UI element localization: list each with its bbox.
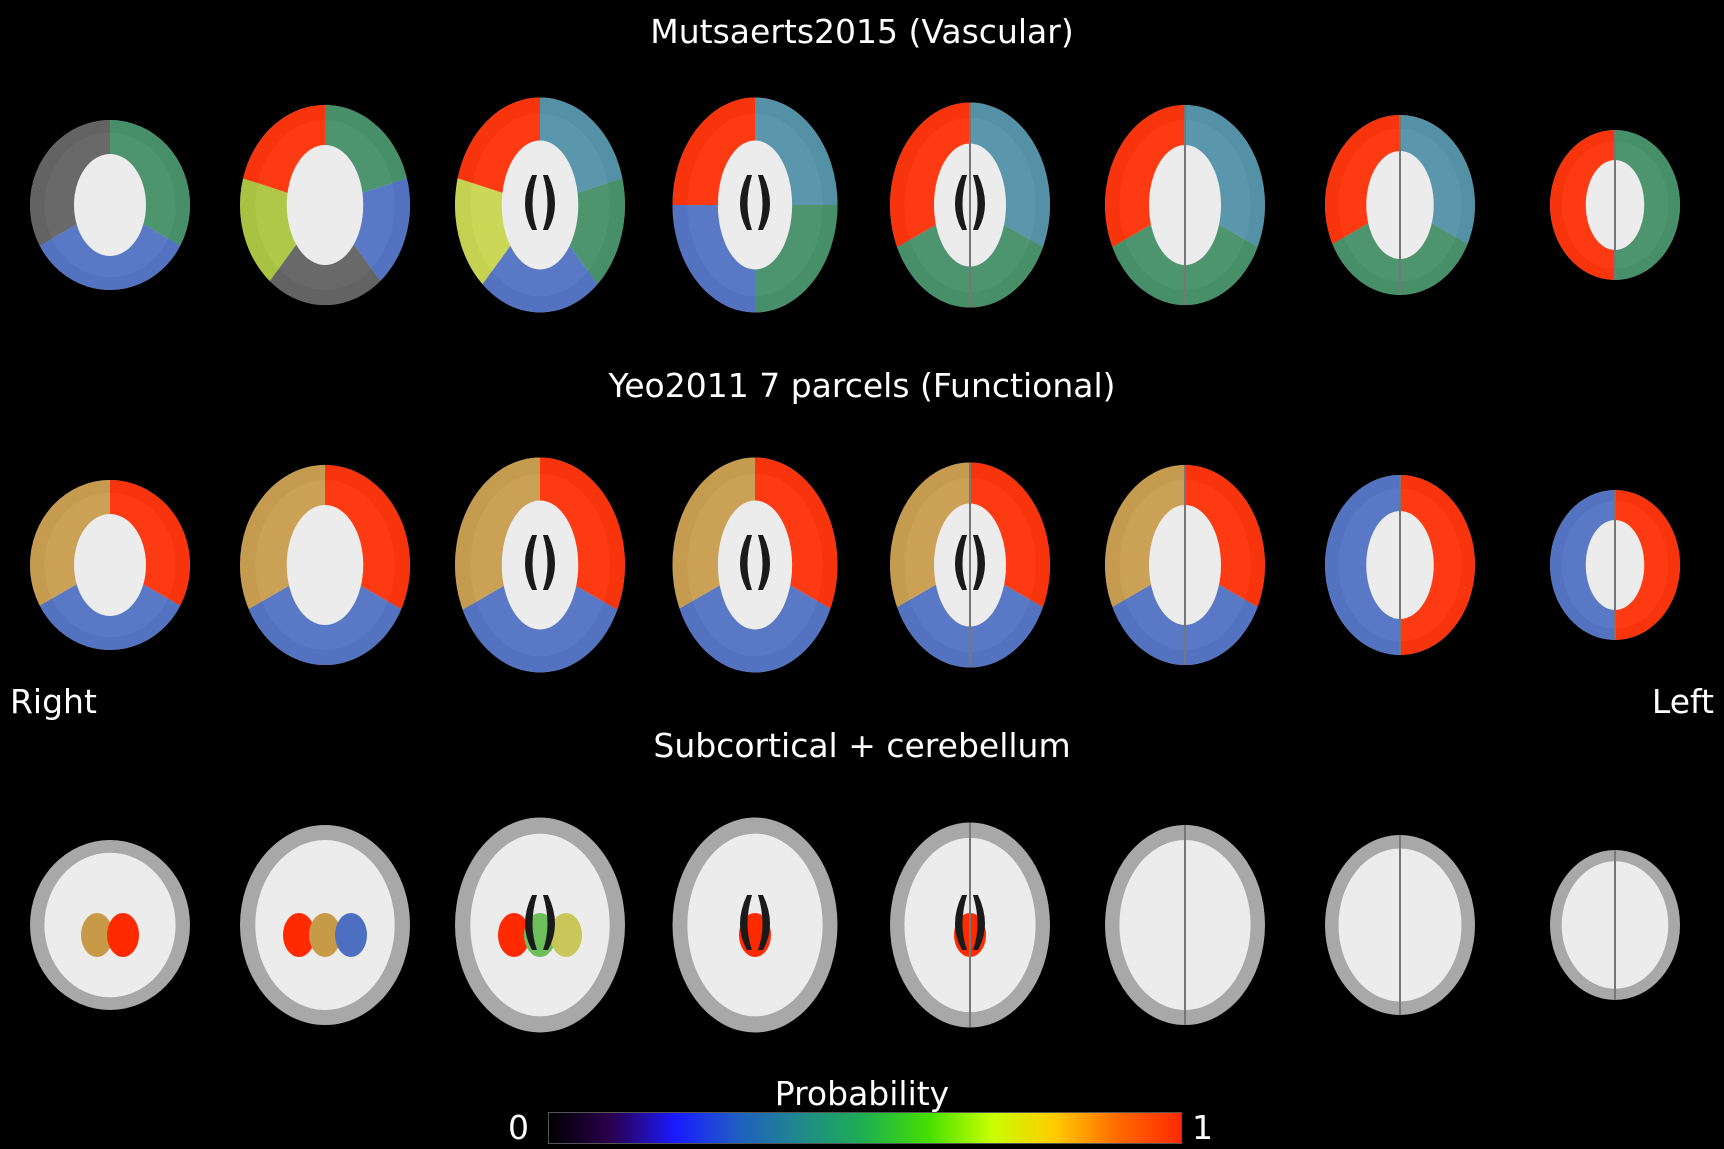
white-matter-core (717, 140, 793, 270)
subcortical-region (81, 913, 113, 957)
ventricle (543, 535, 555, 590)
brain-slice (1550, 850, 1680, 1000)
brain-slice (672, 457, 838, 673)
subcortical-region (498, 913, 530, 957)
brain-slice (1325, 115, 1475, 295)
parcel-region (1615, 130, 1680, 280)
white-matter-core (501, 140, 579, 270)
subcortical-region (283, 913, 315, 957)
white-matter-core (286, 505, 364, 625)
slice-row-functional (0, 440, 1724, 690)
parcel-overlay (1550, 490, 1680, 640)
subcortical-region (335, 913, 367, 957)
brain-slice (890, 462, 1050, 668)
white-matter-core (74, 154, 146, 256)
parcel-overlay (1325, 475, 1475, 655)
slice-row-svg (30, 97, 1680, 313)
parcel-region (1550, 490, 1615, 640)
ventricle (740, 175, 752, 230)
white-matter-core (717, 500, 793, 630)
parcel-overlay (672, 97, 838, 313)
ventricle (758, 175, 770, 230)
colorbar-min-label: 0 (508, 1108, 529, 1147)
ventricle (740, 535, 752, 590)
brain-slice (240, 825, 410, 1025)
ventricle (973, 175, 985, 230)
parcel-region (1400, 475, 1475, 655)
brain-slice (1105, 105, 1265, 305)
brain-slice (672, 817, 838, 1033)
parcel-overlay (1550, 130, 1680, 280)
orientation-left-label: Left (1651, 682, 1714, 721)
slice-row-svg (30, 817, 1680, 1033)
row-title-vascular: Mutsaerts2015 (Vascular) (650, 12, 1074, 51)
parcel-region (1550, 130, 1615, 280)
brain-slice (30, 840, 190, 1010)
slice-row-svg (30, 457, 1680, 673)
row-title-functional: Yeo2011 7 parcels (Functional) (608, 366, 1116, 405)
ventricle (973, 535, 985, 590)
brain-slice (1325, 475, 1475, 655)
ventricle (525, 175, 537, 230)
brain-slice (1550, 490, 1680, 640)
white-matter-core (74, 514, 146, 616)
colorbar-gradient (548, 1112, 1182, 1144)
parcel-region (1325, 475, 1400, 655)
ventricle (955, 175, 967, 230)
colorbar-title: Probability (774, 1074, 950, 1113)
slice-row-vascular (0, 80, 1724, 330)
ventricle (543, 895, 555, 950)
brain-slice (240, 465, 410, 665)
subcortical-region (309, 913, 341, 957)
colorbar-max-label: 1 (1192, 1108, 1213, 1147)
brain-slice (455, 457, 625, 673)
parcel-region (672, 97, 755, 205)
brain-slice (240, 105, 410, 305)
ventricle (955, 895, 967, 950)
parcel-region (672, 205, 755, 313)
brain-slice (1325, 835, 1475, 1015)
brain-slice (30, 480, 190, 650)
ventricle (740, 895, 752, 950)
brain-slice (1105, 465, 1265, 665)
brain-slice (672, 97, 838, 313)
ventricle (543, 175, 555, 230)
orientation-right-label: Right (10, 682, 97, 721)
brain-slice (890, 822, 1050, 1028)
brain-slice (1105, 825, 1265, 1025)
brain-slice (455, 817, 625, 1033)
ventricle (973, 895, 985, 950)
parcel-region (1615, 490, 1680, 640)
ventricle (758, 535, 770, 590)
brain-slice (455, 97, 625, 313)
slice-row-subcortical (0, 800, 1724, 1050)
ventricle (758, 895, 770, 950)
white-matter-core (286, 145, 364, 265)
brain-slice (890, 102, 1050, 308)
parcel-region (755, 97, 838, 205)
ventricle (525, 535, 537, 590)
ventricle (955, 535, 967, 590)
brain-slice (1550, 130, 1680, 280)
subcortical-region (107, 913, 139, 957)
subcortical-region (550, 913, 582, 957)
white-matter-core (501, 500, 579, 630)
parcel-region (755, 205, 838, 313)
brain-slice (30, 120, 190, 290)
row-title-subcortical: Subcortical + cerebellum (653, 726, 1071, 765)
ventricle (525, 895, 537, 950)
